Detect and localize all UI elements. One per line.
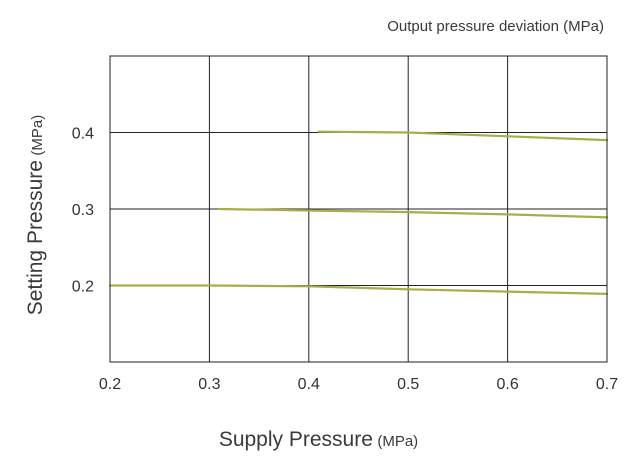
y-axis-label-unit: (MPa) [29,114,46,156]
chart-title: Output pressure deviation (MPa) [387,18,604,35]
x-axis-label-main: Supply Pressure [218,428,373,451]
series-layer [108,130,609,295]
y-tick-label-2: 0.4 [72,126,94,143]
series-line-0 [108,284,609,295]
x-tick-label-2: 0.4 [298,376,320,393]
plot-frame [109,55,608,363]
x-tick-labels: 0.2 0.3 0.4 0.5 0.6 0.7 [99,376,618,393]
grid [109,56,608,362]
series-line-1 [218,207,609,219]
x-axis-label: Supply Pressure (MPa) [0,428,637,452]
y-tick-label-1: 0.3 [72,202,94,219]
x-axis-label-unit: (MPa) [377,433,419,450]
y-tick-label-0: 0.2 [72,279,94,296]
x-tick-label-5: 0.7 [596,376,618,393]
x-tick-label-1: 0.3 [198,376,220,393]
x-tick-label-0: 0.2 [99,376,121,393]
y-axis-label-main: Setting Pressure [24,160,47,316]
y-tick-labels: 0.2 0.3 0.4 [72,126,94,296]
x-tick-label-3: 0.5 [397,376,419,393]
y-axis-label: Setting Pressure (MPa) [24,115,48,316]
x-tick-label-4: 0.6 [496,376,518,393]
series-line-2 [317,130,609,142]
